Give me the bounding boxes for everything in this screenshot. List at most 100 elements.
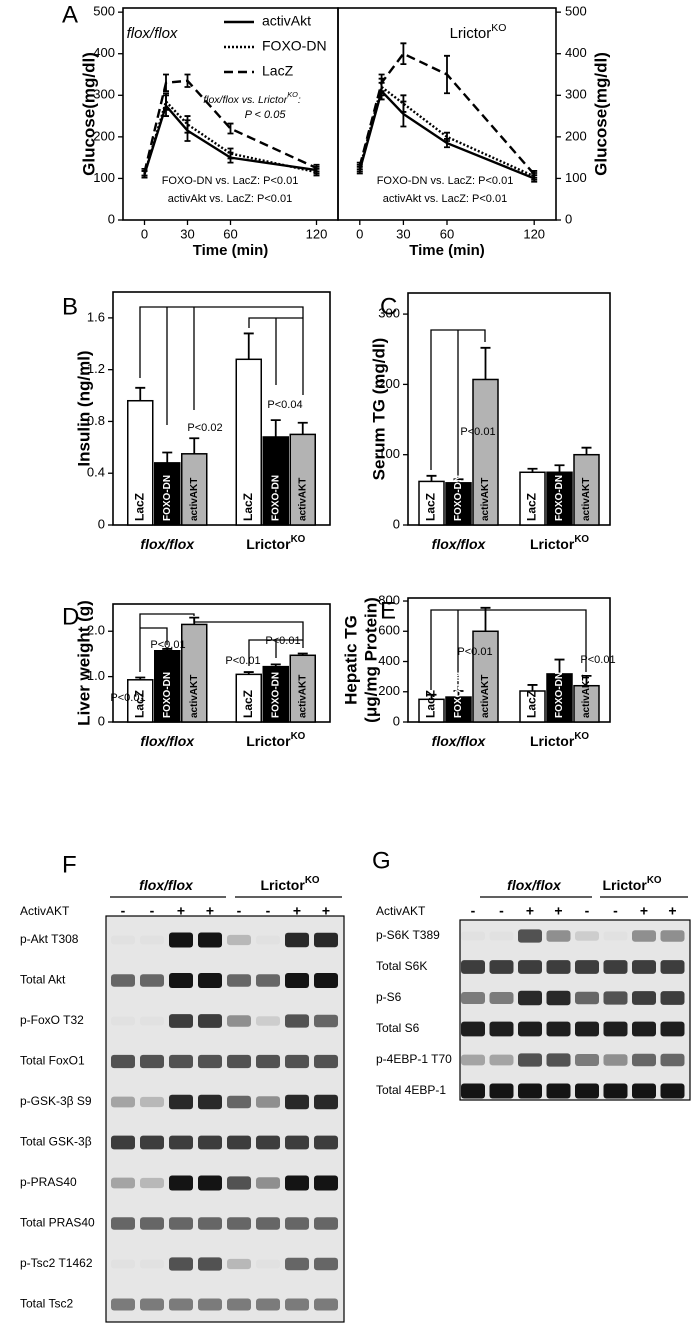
x-tick-label: 120	[306, 226, 328, 241]
band	[169, 973, 193, 988]
x-tick-label: flox/flox	[432, 733, 487, 749]
annotation: P<0.02	[187, 422, 222, 434]
legend-label: activAkt	[262, 13, 311, 29]
x-tick-label: 30	[180, 226, 194, 241]
bar	[445, 696, 472, 723]
y-tick-label: 400	[565, 45, 587, 60]
bar	[289, 433, 316, 526]
annotation-part: flox/flox	[127, 25, 178, 42]
error-bar	[297, 421, 308, 435]
group-label: LrictorKO	[260, 875, 319, 893]
bar-label: FOXO-DN	[554, 672, 565, 718]
panel-label: D	[62, 603, 79, 630]
band	[461, 1054, 485, 1066]
band	[314, 973, 338, 988]
bar-label: LacZ	[424, 690, 438, 718]
band	[518, 929, 542, 943]
band	[660, 991, 685, 1005]
band	[198, 932, 222, 948]
annotation: P<0.01	[580, 654, 615, 666]
y-tick-label: 100	[93, 170, 115, 185]
x-tick-label-part: Lrictor	[530, 536, 575, 552]
band	[314, 1094, 338, 1110]
group-label: LrictorKO	[602, 875, 661, 893]
band	[169, 1298, 193, 1311]
band	[314, 1298, 338, 1311]
error-bar	[189, 616, 200, 625]
band	[198, 1217, 222, 1230]
y-tick-label: 200	[378, 376, 400, 391]
group-label-part: KO	[647, 875, 662, 886]
band	[227, 1258, 251, 1270]
bar-label: FOXO-DN	[453, 672, 464, 718]
band	[285, 1298, 309, 1311]
band	[140, 1016, 164, 1026]
y-tick-label: 1.2	[87, 361, 105, 376]
y-tick-label: 0	[565, 211, 572, 226]
x-tick-label-part: flox/flox	[140, 733, 195, 749]
annotation-part: KO	[287, 90, 298, 99]
band	[198, 1014, 222, 1028]
band	[227, 1217, 251, 1230]
series-line	[143, 103, 317, 175]
band	[256, 1096, 280, 1108]
bar	[519, 690, 546, 723]
band	[285, 1135, 309, 1150]
band	[461, 960, 485, 974]
row-label: p-S6K T389	[376, 928, 440, 942]
error-bar	[163, 73, 169, 93]
band	[256, 1259, 280, 1269]
y-tick-label: 0	[108, 211, 115, 226]
row-label: p-FoxO T32	[20, 1013, 84, 1027]
series-line	[358, 84, 535, 178]
axis-label: Glucose(mg/dl)	[591, 52, 610, 176]
y-tick-label: 0.4	[87, 465, 105, 480]
y-tick-label: 0.8	[87, 413, 105, 428]
x-tick-label: flox/flox	[140, 733, 195, 749]
row-label: Total FoxO1	[20, 1054, 85, 1068]
legend-label: LacZ	[262, 63, 294, 79]
error-bar	[444, 131, 450, 142]
group-label-part: flox/flox	[139, 877, 194, 893]
annotation-part: FOXO-DN vs. LacZ: P<0.01	[377, 175, 514, 187]
band	[140, 1054, 164, 1069]
band	[198, 1298, 222, 1311]
bracket	[430, 329, 486, 478]
error-bar	[378, 73, 385, 93]
band	[198, 1135, 222, 1150]
bar	[127, 679, 154, 723]
bar-label: FOXO-DN	[162, 672, 173, 718]
bar	[235, 358, 262, 526]
band	[632, 1053, 656, 1067]
y-tick-label: 1.6	[87, 309, 105, 324]
error-bar	[313, 163, 320, 173]
error-bar	[527, 684, 538, 691]
band	[632, 1083, 656, 1099]
treatment-sign: -	[499, 903, 504, 919]
row-label: Total S6	[376, 1021, 420, 1035]
band	[227, 934, 251, 946]
annotation: activAkt vs. LacZ: P<0.01	[168, 193, 292, 205]
bar	[546, 673, 573, 723]
band	[256, 1135, 280, 1150]
band	[198, 1054, 222, 1069]
band	[489, 1083, 514, 1099]
band	[285, 1175, 309, 1191]
group-label-part: flox/flox	[507, 877, 562, 893]
band	[169, 1135, 193, 1150]
band	[603, 991, 628, 1005]
y-tick-label: 100	[565, 170, 587, 185]
bar-label: activAKT	[581, 675, 592, 718]
band	[140, 1096, 164, 1108]
band	[632, 1021, 656, 1037]
band	[256, 1298, 280, 1311]
bar	[418, 480, 445, 526]
band	[198, 1175, 222, 1191]
band	[575, 1021, 599, 1037]
annotation-part: flox/flox vs. Lrictor	[203, 94, 288, 106]
band	[518, 960, 542, 974]
bar-label: FOXO-DN	[554, 475, 565, 521]
band	[140, 1135, 164, 1150]
error-bar	[135, 386, 146, 401]
band	[489, 960, 514, 974]
